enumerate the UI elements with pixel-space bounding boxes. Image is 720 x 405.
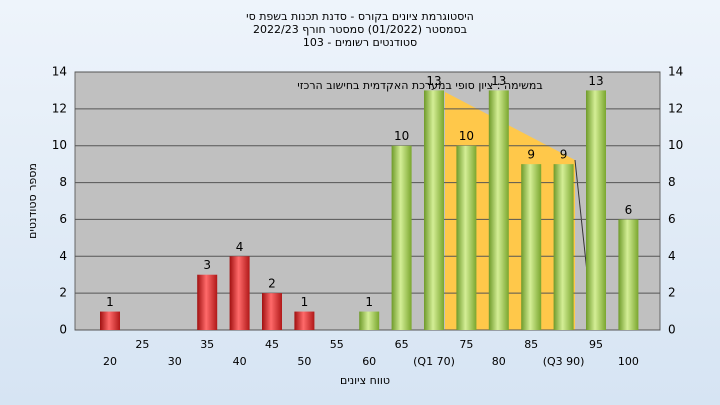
- data-label: 1: [365, 295, 373, 309]
- y-tick-label: 10: [52, 138, 67, 152]
- x-tick-label: 25: [135, 338, 149, 351]
- data-label: 13: [491, 74, 506, 88]
- y-tick-label: 2: [668, 286, 676, 300]
- data-label: 10: [459, 129, 474, 143]
- bar: [229, 256, 250, 330]
- data-label: 3: [203, 258, 211, 272]
- y-tick-label: 12: [668, 101, 683, 115]
- x-tick-label: (Q1 70): [413, 355, 455, 368]
- y-axis-label: מספר סטודנטים: [26, 163, 39, 239]
- x-tick-label: 20: [103, 355, 117, 368]
- data-label: 1: [106, 295, 114, 309]
- bar: [197, 274, 218, 330]
- x-tick-label: 35: [200, 338, 214, 351]
- y-tick-label: 14: [52, 65, 67, 79]
- x-tick-label: 55: [330, 338, 344, 351]
- y-tick-label: 6: [59, 212, 67, 226]
- y-tick-label: 14: [668, 65, 683, 79]
- bar: [294, 311, 315, 330]
- x-tick-label: 85: [524, 338, 538, 351]
- y-tick-label: 8: [59, 175, 67, 189]
- data-label: 13: [588, 74, 603, 88]
- bar: [262, 293, 282, 330]
- data-label: 6: [625, 203, 633, 217]
- bar: [424, 90, 444, 330]
- x-tick-label: 40: [233, 355, 247, 368]
- x-tick-label: 100: [618, 355, 639, 368]
- chart-subtitle: סטודנטים רשומים - 103: [303, 36, 417, 49]
- chart-title: היסטוגרמת ציונים בקורס - סדנת תכנות בשפת…: [246, 10, 474, 23]
- bar: [521, 164, 542, 330]
- data-label: 9: [527, 148, 535, 162]
- x-tick-label: 45: [265, 338, 279, 351]
- x-tick-label: 60: [362, 355, 376, 368]
- x-tick-label: (Q3 90): [543, 355, 585, 368]
- data-label: 2: [268, 277, 276, 291]
- y-tick-label: 0: [668, 323, 676, 337]
- data-label: 13: [426, 74, 441, 88]
- x-tick-label: 80: [492, 355, 506, 368]
- y-tick-label: 2: [59, 286, 67, 300]
- quartile-area: [445, 92, 575, 330]
- y-tick-label: 10: [668, 138, 683, 152]
- quartile-line: [574, 159, 588, 273]
- x-axis-label: טווח ציונים: [340, 374, 390, 387]
- x-tick-label: 50: [297, 355, 311, 368]
- bar: [100, 311, 120, 330]
- y-tick-label: 6: [668, 212, 676, 226]
- chart-subtitle: בסמסטר (01/2022) סמסטר חורף 2022/23: [253, 23, 467, 36]
- data-label: 1: [301, 295, 309, 309]
- y-tick-label: 4: [668, 249, 676, 263]
- data-label: 4: [236, 240, 244, 254]
- bar: [359, 311, 380, 330]
- bar: [456, 145, 477, 330]
- y-tick-label: 0: [59, 323, 67, 337]
- bar: [553, 164, 574, 330]
- x-tick-label: 75: [459, 338, 473, 351]
- x-tick-label: 95: [589, 338, 603, 351]
- bar: [618, 219, 639, 330]
- x-tick-label: 30: [168, 355, 182, 368]
- data-label: 10: [394, 129, 409, 143]
- x-tick-label: 65: [395, 338, 409, 351]
- bar: [391, 145, 412, 330]
- data-label: 9: [560, 148, 568, 162]
- y-tick-label: 8: [668, 175, 676, 189]
- annotation: במשימה : ציון סופי במערכת האקדמית בחישוב…: [297, 79, 543, 92]
- bar: [586, 90, 606, 330]
- y-tick-label: 12: [52, 101, 67, 115]
- y-tick-label: 4: [59, 249, 67, 263]
- bar: [488, 90, 509, 330]
